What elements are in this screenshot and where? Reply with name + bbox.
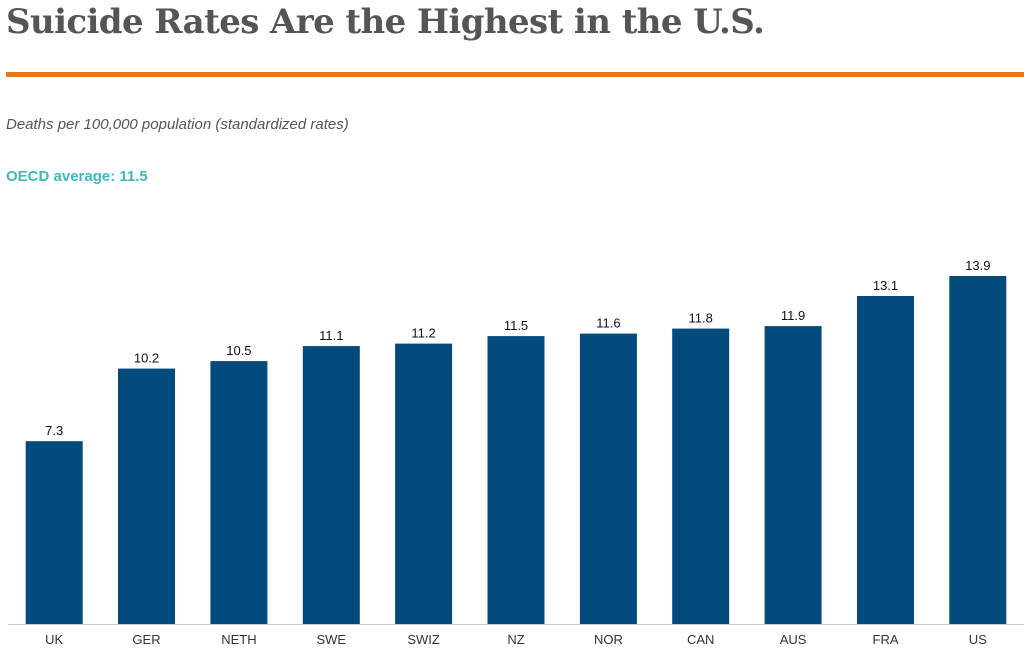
- bar-aus: [764, 326, 822, 624]
- value-label-swe: 11.1: [319, 328, 343, 343]
- bar-swe: [302, 346, 360, 624]
- value-label-us: 13.9: [965, 258, 990, 273]
- chart-subtitle: Deaths per 100,000 population (standardi…: [6, 116, 349, 133]
- bar-nor: [579, 333, 637, 624]
- title-divider: [6, 72, 1024, 77]
- tick-label-can: CAN: [687, 632, 714, 647]
- bar-swiz: [395, 343, 453, 624]
- tick-label-ger: GER: [132, 632, 160, 647]
- bar-nz: [487, 336, 545, 624]
- bar-can: [672, 328, 730, 624]
- value-label-nz: 11.5: [504, 318, 528, 333]
- oecd-average-note: OECD average: 11.5: [6, 168, 148, 185]
- bar-neth: [210, 361, 268, 624]
- value-label-ger: 10.2: [134, 351, 159, 366]
- tick-label-us: US: [969, 632, 987, 647]
- tick-label-nz: NZ: [507, 632, 524, 647]
- value-label-swiz: 11.2: [411, 326, 435, 341]
- tick-label-swe: SWE: [316, 632, 346, 647]
- tick-label-swiz: SWIZ: [407, 632, 440, 647]
- bar-uk: [25, 441, 83, 624]
- value-label-neth: 10.5: [226, 343, 251, 358]
- value-label-uk: 7.3: [45, 423, 63, 438]
- value-label-can: 11.8: [689, 311, 713, 326]
- tick-label-aus: AUS: [780, 632, 807, 647]
- value-label-aus: 11.9: [781, 308, 805, 323]
- bar-ger: [118, 368, 175, 624]
- tick-label-nor: NOR: [594, 632, 623, 647]
- bar-fra: [857, 296, 914, 624]
- bar-us: [949, 276, 1007, 624]
- value-label-nor: 11.6: [596, 316, 620, 331]
- tick-label-fra: FRA: [873, 632, 899, 647]
- bars-group: 7.3 10.2 10.5 11.1 11.2 11.5 11.6 11.8 11.9 13.1 1…: [25, 258, 1007, 624]
- tick-label-neth: NETH: [221, 632, 256, 647]
- x-tick-labels: UK GER NETH SWE SWIZ NZ NOR CAN AUS FRA US: [45, 632, 987, 647]
- chart-title: Suicide Rates Are the Highest in the U.S…: [6, 2, 765, 42]
- tick-label-uk: UK: [45, 632, 63, 647]
- value-label-fra: 13.1: [873, 278, 898, 293]
